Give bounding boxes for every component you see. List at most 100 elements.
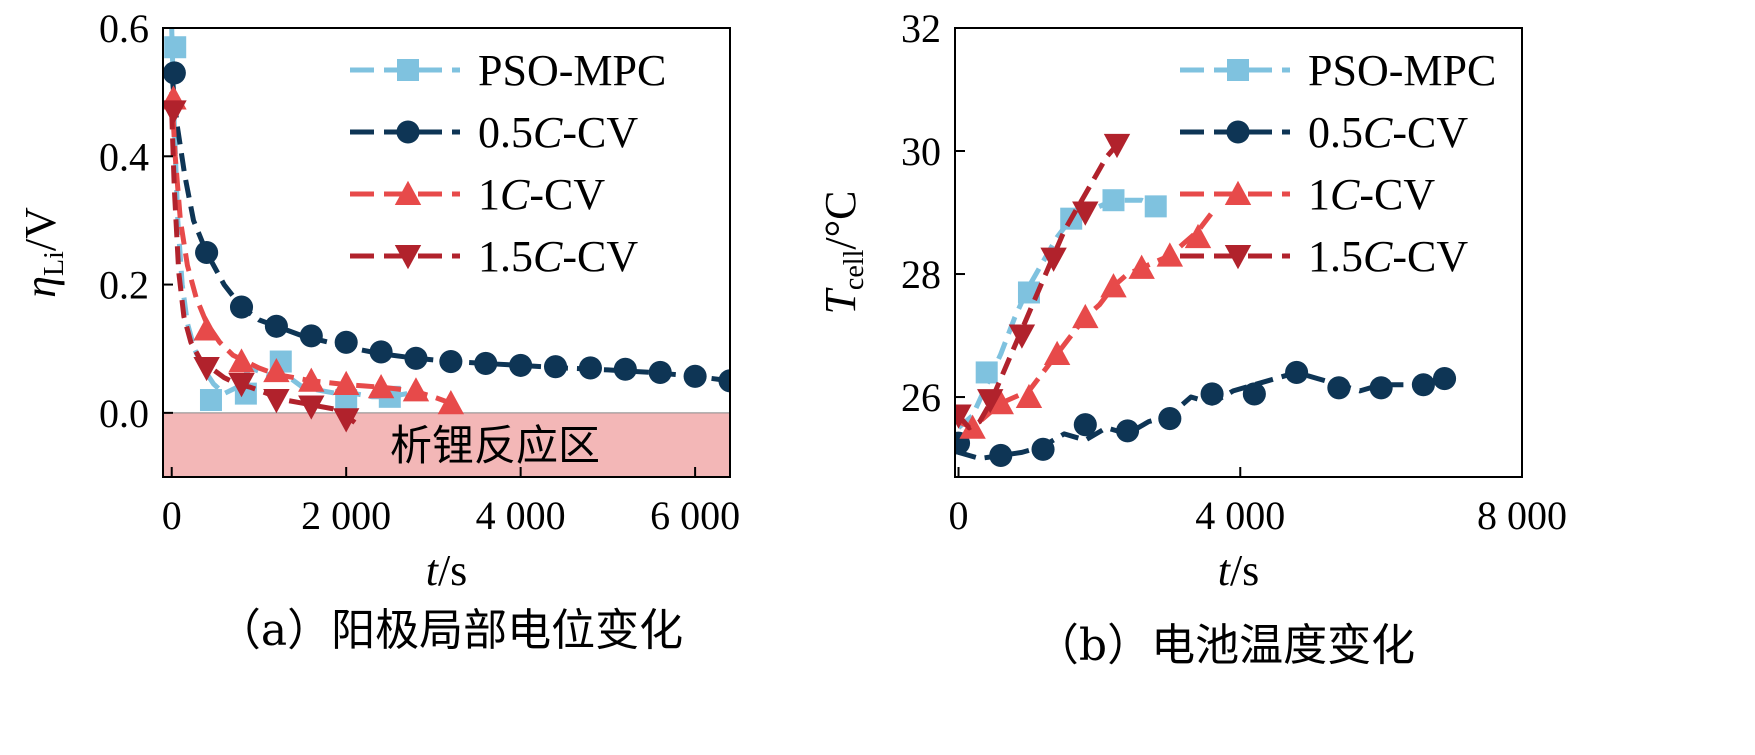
marker-0.5C-CV-7 (404, 346, 428, 370)
marker-0.5C-CV-6 (369, 340, 393, 364)
marker-1C-CV-5 (332, 370, 360, 395)
marker-PSO-MPC-0 (975, 361, 998, 384)
marker-PSO-MPC-4 (1144, 195, 1167, 218)
marker-1.5C-CV-3 (263, 389, 290, 414)
marker-1.5C-CV-2 (228, 372, 255, 398)
marker-0.5C-CV-1 (989, 443, 1013, 468)
chart-a: 析锂反应区 0 2 000 4 000 6 000 0.0 0.2 0.4 0.6 t/s ηLi/… (16, 6, 740, 656)
marker-0.5C-CV-10 (1369, 376, 1393, 400)
legend-label-1.5C-CV: 1.5C-CV (478, 232, 638, 281)
y-tick-label: 0.6 (99, 6, 149, 51)
marker-1C-CV-6 (367, 374, 395, 399)
y-tick-label: 0.2 (99, 263, 149, 308)
marker-1C-CV-4 (1072, 303, 1099, 329)
marker-1.5C-CV-5 (1103, 133, 1131, 159)
legend-marker-PSO-MPC (397, 59, 419, 81)
legend-label-0.5C-CV: 0.5C-CV (1308, 108, 1468, 157)
marker-0.5C-CV-11 (543, 355, 568, 379)
marker-1C-CV-3 (263, 357, 290, 383)
marker-0.5C-CV-2 (1031, 437, 1055, 461)
legend-label-PSO-MPC: PSO-MPC (1308, 46, 1496, 95)
plating-region (164, 412, 729, 477)
y-axis-label: ηLi/V (16, 207, 70, 298)
marker-0.5C-CV-12 (1432, 367, 1457, 391)
series-line-1.5C-CV (956, 143, 1119, 431)
marker-1C-CV-8 (437, 390, 465, 415)
legend-marker-1.5C-CV (394, 245, 422, 270)
y-axis-label: Tcell/°C (816, 190, 870, 314)
chart-caption: （b）电池温度变化 (1035, 620, 1415, 671)
marker-1.5C-CV-3 (1040, 247, 1067, 272)
legend-marker-1.5C-CV (1224, 245, 1252, 270)
marker-0.5C-CV-3 (264, 314, 288, 338)
marker-1C-CV-1 (193, 316, 220, 341)
marker-0.5C-CV-6 (1200, 382, 1224, 406)
marker-0.5C-CV-9 (1327, 376, 1351, 400)
x-axis-label: t/s (1218, 546, 1260, 595)
marker-1.5C-CV-5 (332, 408, 360, 433)
y-tick-label: 0.4 (99, 134, 149, 179)
x-tick-label: 0 (949, 493, 969, 538)
marker-0.5C-CV-14 (648, 360, 672, 384)
marker-1C-CV-1 (987, 389, 1014, 415)
marker-1C-CV-7 (1156, 242, 1184, 267)
marker-1.5C-CV-1 (977, 389, 1004, 414)
marker-0.5C-CV-4 (299, 324, 323, 348)
region-label: 析锂反应区 (390, 421, 600, 470)
marker-1C-CV-7 (402, 377, 430, 402)
marker-PSO-MPC-0 (164, 36, 187, 59)
marker-1.5C-CV-1 (193, 356, 220, 382)
legend-marker-PSO-MPC (1227, 59, 1249, 81)
marker-1.5C-CV-4 (298, 395, 325, 420)
y-tick-label: 30 (901, 129, 941, 174)
x-tick-label: 4 000 (476, 493, 566, 538)
series-line-1.5C-CV (169, 111, 357, 425)
legend-marker-1C-CV (394, 180, 422, 205)
x-tick-label: 2 000 (301, 493, 391, 538)
marker-1C-CV-2 (1015, 383, 1043, 409)
series-line-0.5C-CV (169, 72, 730, 384)
legend-marker-1C-CV (1224, 180, 1252, 205)
y-tick-label: 28 (901, 252, 941, 297)
x-axis-label: t/s (426, 546, 468, 595)
marker-0.5C-CV-1 (195, 240, 219, 265)
marker-1.5C-CV-2 (1008, 324, 1036, 349)
marker-0.5C-CV-0 (163, 61, 186, 85)
chart-b: 0 4 000 8 000 26 28 30 32 t/s Tcell/°C PSO-MPC 0.5… (816, 6, 1567, 671)
series-line-PSO-MPC (169, 28, 408, 400)
legend-label-0.5C-CV: 0.5C-CV (478, 108, 638, 157)
marker-1C-CV-2 (228, 348, 255, 373)
y-tick-label: 26 (901, 375, 941, 420)
marker-0.5C-CV-9 (474, 351, 498, 376)
marker-0.5C-CV-8 (1285, 360, 1309, 384)
plot-frame (954, 27, 1523, 478)
x-tick-label: 0 (162, 493, 182, 538)
marker-1C-CV-0 (959, 414, 986, 439)
x-tick-label: 4 000 (1195, 493, 1285, 538)
legend-label-1C-CV: 1C-CV (1308, 170, 1435, 219)
marker-1.5C-CV-4 (1072, 201, 1099, 226)
y-tick-label: 32 (901, 6, 941, 51)
marker-1C-CV-6 (1128, 254, 1155, 279)
marker-0.5C-CV-11 (1411, 373, 1435, 397)
chart-caption: （a）阳极局部电位变化 (217, 605, 683, 656)
marker-1.5C-CV-0 (163, 100, 187, 125)
marker-1.5C-CV-0 (955, 404, 972, 429)
legend-label-PSO-MPC: PSO-MPC (478, 46, 666, 95)
x-tick-label: 8 000 (1477, 493, 1567, 538)
marker-0.5C-CV-5 (334, 330, 358, 354)
marker-1C-CV-4 (298, 367, 325, 392)
plot-frame (162, 27, 731, 478)
series-group (955, 133, 1457, 468)
marker-0.5C-CV-5 (1158, 407, 1182, 431)
marker-0.5C-CV-16 (718, 369, 730, 393)
legend-marker-0.5C-CV (396, 120, 420, 144)
marker-0.5C-CV-15 (683, 364, 707, 388)
marker-0.5C-CV-12 (578, 356, 602, 380)
marker-PSO-MPC-3 (1102, 189, 1125, 212)
marker-0.5C-CV-8 (439, 349, 463, 374)
marker-0.5C-CV-10 (509, 353, 533, 377)
series-group (163, 28, 730, 433)
marker-0.5C-CV-3 (1073, 413, 1097, 437)
marker-1C-CV-8 (1184, 223, 1212, 249)
